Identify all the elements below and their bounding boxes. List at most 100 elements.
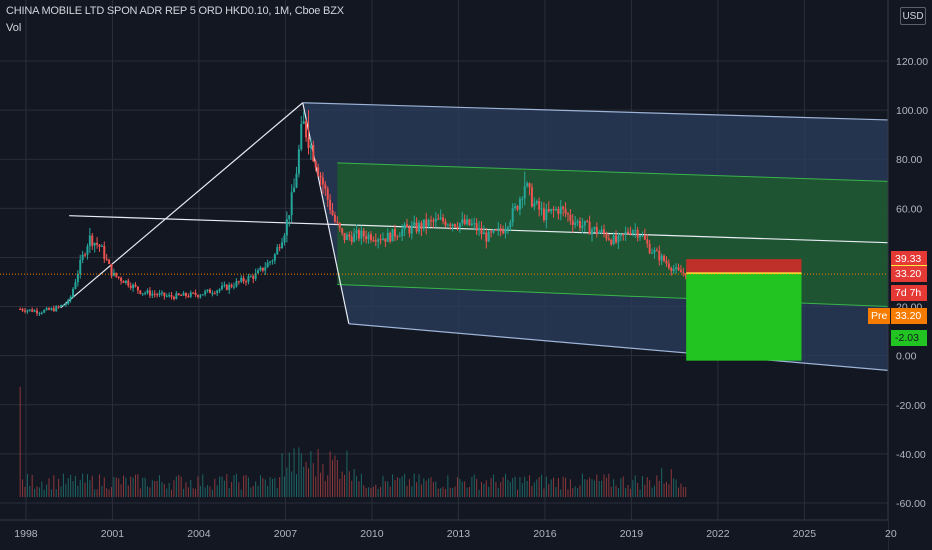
volume-bar <box>485 480 487 497</box>
volume-bar <box>649 480 651 497</box>
volume-bar <box>185 482 187 497</box>
candle-body <box>482 232 485 235</box>
candle-body <box>651 252 654 254</box>
position-drawing[interactable] <box>0 259 888 361</box>
volume-bar <box>161 482 163 497</box>
volume-bar <box>19 386 21 497</box>
volume-bar <box>665 481 667 497</box>
volume-bar <box>60 486 62 497</box>
volume-bar <box>375 484 377 497</box>
volume-bar <box>651 487 653 497</box>
candle-body <box>663 255 666 262</box>
volume-bar <box>406 485 408 497</box>
x-tick-label: 2007 <box>274 528 298 540</box>
volume-bar <box>675 479 677 497</box>
volume-bar <box>505 473 507 497</box>
candle-body <box>617 235 620 243</box>
candle-body <box>52 308 55 312</box>
candle-body <box>422 219 425 229</box>
volume-bar <box>255 481 257 497</box>
candle-body <box>535 200 538 204</box>
candle-body <box>612 235 615 245</box>
candle-body <box>324 184 327 189</box>
candle-body <box>225 284 228 290</box>
candle-body <box>487 231 490 242</box>
candle-body <box>470 223 473 226</box>
volume-bar <box>159 475 161 497</box>
candle-body <box>547 209 550 212</box>
candle-body <box>595 227 598 234</box>
volume-bar <box>476 478 478 497</box>
volume-bar <box>86 474 88 497</box>
volume-bar <box>48 478 50 497</box>
volume-indicator-label[interactable]: Vol <box>6 22 22 34</box>
volume-bar <box>320 472 322 497</box>
volume-bar <box>240 489 242 497</box>
volume-bar <box>269 477 271 497</box>
volume-bar <box>46 484 48 497</box>
candle-body <box>285 219 288 236</box>
candle-body <box>199 295 202 297</box>
candle-body <box>180 294 183 296</box>
volume-bar <box>432 482 434 497</box>
candle-body <box>117 276 120 278</box>
volume-bar <box>247 477 249 497</box>
volume-bar <box>512 478 514 497</box>
volume-bar <box>53 475 55 497</box>
volume-bar <box>346 450 348 497</box>
candle-body <box>437 218 440 220</box>
currency-button[interactable]: USD <box>900 7 926 25</box>
candle-body <box>79 259 82 275</box>
volume-bar <box>113 477 115 497</box>
candle-body <box>646 239 649 244</box>
candle-body <box>473 223 476 225</box>
volume-bar <box>142 477 144 497</box>
candle-body <box>393 228 396 237</box>
candle-body <box>677 267 680 270</box>
candle-body <box>168 295 171 297</box>
volume-bar <box>461 481 463 497</box>
volume-bar <box>259 475 261 497</box>
volume-bar <box>274 477 276 497</box>
candle-body <box>348 234 351 237</box>
candle-body <box>245 281 248 283</box>
candle-body <box>451 224 454 226</box>
volume-bar <box>370 487 372 497</box>
volume-bar <box>389 486 391 497</box>
volume-bar <box>243 475 245 497</box>
volume-bar <box>483 483 485 497</box>
volume-bar <box>31 474 33 497</box>
volume-bar <box>173 480 175 497</box>
candle-body <box>307 137 310 148</box>
candle-body <box>499 228 502 232</box>
volume-bar <box>617 488 619 497</box>
candle-body <box>610 239 613 245</box>
candle-body <box>240 277 243 282</box>
volume-bar <box>96 489 98 497</box>
candle-body <box>554 209 557 211</box>
volume-bar <box>327 475 329 497</box>
candle-body <box>45 308 48 311</box>
candle-body <box>148 290 151 296</box>
candle-body <box>242 277 245 282</box>
volume-bar <box>644 484 646 497</box>
candle-body <box>362 230 365 237</box>
candle-body <box>571 220 574 226</box>
volume-bar <box>356 476 358 497</box>
y-tick-label: -20.00 <box>896 400 926 412</box>
volume-bar <box>310 451 312 497</box>
candle-body <box>523 186 526 199</box>
candle-body <box>365 236 368 240</box>
volume-bar <box>252 485 254 497</box>
symbol-title[interactable]: CHINA MOBILE LTD SPON ADR REP 5 ORD HKD0… <box>6 5 344 17</box>
candle-body <box>127 280 130 286</box>
volume-bar <box>106 488 108 497</box>
volume-bar <box>533 482 535 497</box>
volume-bar <box>178 474 180 497</box>
volume-bar <box>416 482 418 497</box>
volume-bar <box>55 489 57 497</box>
pitchfork-lower <box>348 323 889 371</box>
candle-body <box>622 234 625 236</box>
candle-body <box>305 121 308 138</box>
